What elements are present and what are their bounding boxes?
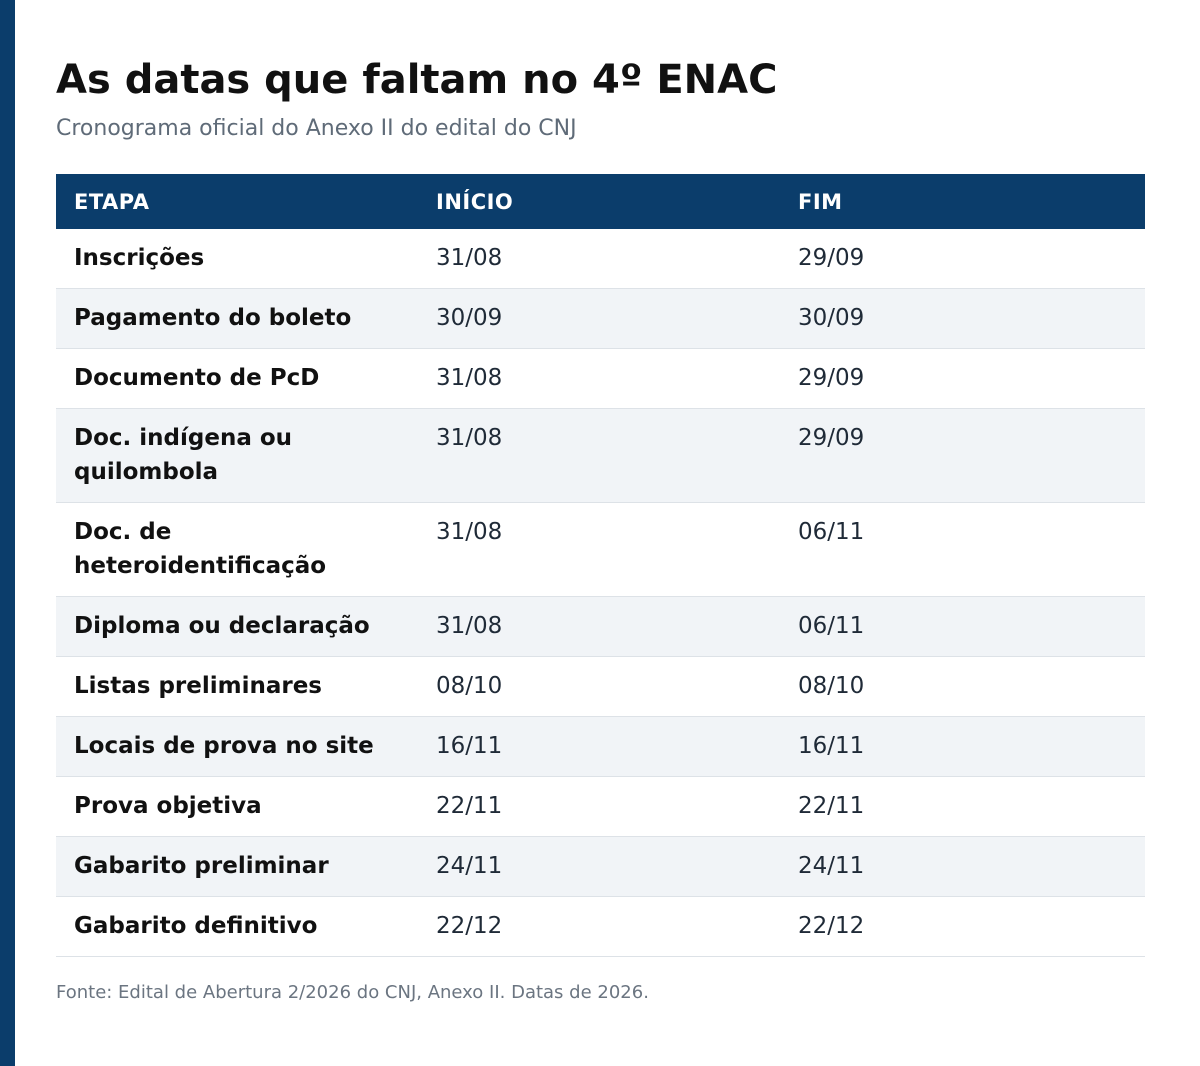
cell-fim: 30/09	[780, 288, 1145, 349]
table-row: Doc. indígena ou quilombola 31/08 29/09	[56, 408, 1145, 503]
table-row: Documento de PcD 31/08 29/09	[56, 348, 1145, 409]
table-row: Locais de prova no site 16/11 16/11	[56, 716, 1145, 777]
cell-etapa: Prova objetiva	[56, 776, 418, 837]
cell-etapa: Doc. de heteroidentificação	[56, 502, 418, 597]
table-body: Inscrições 31/08 29/09 Pagamento do bole…	[56, 229, 1145, 957]
cell-etapa: Doc. indígena ou quilombola	[56, 408, 418, 503]
cell-fim: 24/11	[780, 836, 1145, 897]
cell-inicio: 31/08	[418, 408, 780, 503]
cell-fim: 29/09	[780, 348, 1145, 409]
table-row: Diploma ou declaração 31/08 06/11	[56, 596, 1145, 657]
table-row: Pagamento do boleto 30/09 30/09	[56, 288, 1145, 349]
cell-etapa: Documento de PcD	[56, 348, 418, 409]
table-row: Gabarito preliminar 24/11 24/11	[56, 836, 1145, 897]
cell-inicio: 30/09	[418, 288, 780, 349]
page-subtitle: Cronograma oficial do Anexo II do edital…	[56, 116, 577, 141]
cell-etapa: Pagamento do boleto	[56, 288, 418, 349]
cell-etapa: Inscrições	[56, 229, 418, 289]
column-header-etapa: ETAPA	[56, 174, 418, 229]
cell-fim: 29/09	[780, 229, 1145, 289]
cell-fim: 29/09	[780, 408, 1145, 503]
cell-fim: 08/10	[780, 656, 1145, 717]
cell-inicio: 31/08	[418, 502, 780, 597]
cell-inicio: 08/10	[418, 656, 780, 717]
table-row: Inscrições 31/08 29/09	[56, 229, 1145, 289]
cell-inicio: 24/11	[418, 836, 780, 897]
table-row: Gabarito definitivo 22/12 22/12	[56, 896, 1145, 957]
table-header: ETAPA INÍCIO FIM	[56, 174, 1145, 229]
cell-fim: 06/11	[780, 596, 1145, 657]
cell-fim: 16/11	[780, 716, 1145, 777]
cell-etapa: Gabarito preliminar	[56, 836, 418, 897]
column-header-fim: FIM	[780, 174, 1145, 229]
cell-etapa: Diploma ou declaração	[56, 596, 418, 657]
schedule-table: ETAPA INÍCIO FIM Inscrições 31/08 29/09 …	[56, 174, 1145, 957]
cell-fim: 06/11	[780, 502, 1145, 597]
cell-inicio: 31/08	[418, 596, 780, 657]
cell-inicio: 22/12	[418, 896, 780, 957]
cell-fim: 22/11	[780, 776, 1145, 837]
cell-inicio: 31/08	[418, 229, 780, 289]
cell-inicio: 16/11	[418, 716, 780, 777]
source-note: Fonte: Edital de Abertura 2/2026 do CNJ,…	[56, 982, 649, 1003]
cell-etapa: Locais de prova no site	[56, 716, 418, 777]
table-row: Prova objetiva 22/11 22/11	[56, 776, 1145, 837]
cell-fim: 22/12	[780, 896, 1145, 957]
cell-inicio: 22/11	[418, 776, 780, 837]
accent-bar	[0, 0, 15, 1066]
page-title: As datas que faltam no 4º ENAC	[56, 57, 778, 103]
table-row: Doc. de heteroidentificação 31/08 06/11	[56, 502, 1145, 597]
cell-etapa: Listas preliminares	[56, 656, 418, 717]
column-header-inicio: INÍCIO	[418, 174, 780, 229]
cell-inicio: 31/08	[418, 348, 780, 409]
cell-etapa: Gabarito definitivo	[56, 896, 418, 957]
table-row: Listas preliminares 08/10 08/10	[56, 656, 1145, 717]
